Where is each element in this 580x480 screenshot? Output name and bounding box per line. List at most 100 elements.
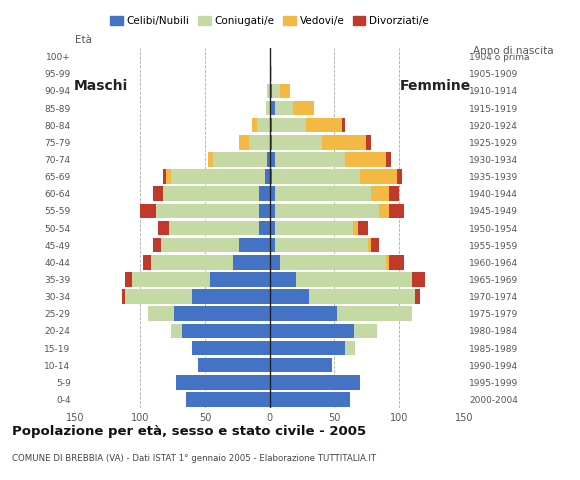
Bar (275, 221, 353, 235)
Bar (379, 204, 389, 218)
Bar (275, 204, 379, 218)
Bar (280, 255, 386, 270)
Text: Femmine: Femmine (400, 79, 471, 93)
Bar (270, 101, 275, 115)
Legend: Celibi/Nubili, Coniugati/e, Vedovi/e, Divorziati/e: Celibi/Nubili, Coniugati/e, Vedovi/e, Di… (106, 12, 433, 30)
Bar (270, 255, 280, 270)
Bar (270, 84, 272, 98)
Bar (259, 204, 270, 218)
Bar (270, 169, 272, 184)
Bar (272, 118, 306, 132)
Bar (270, 272, 296, 287)
Bar (164, 186, 259, 201)
Bar (270, 341, 345, 355)
Bar (210, 272, 270, 287)
Bar (345, 341, 355, 355)
Bar (143, 255, 151, 270)
Text: Età: Età (75, 35, 92, 45)
Bar (151, 255, 233, 270)
Bar (182, 324, 270, 338)
Bar (192, 341, 270, 355)
Bar (186, 392, 270, 407)
Bar (198, 358, 270, 372)
Bar (161, 238, 238, 252)
Bar (293, 101, 314, 115)
Bar (176, 375, 270, 390)
Bar (122, 289, 125, 304)
Bar (386, 255, 389, 270)
Bar (309, 289, 415, 304)
Bar (371, 186, 389, 201)
Bar (358, 221, 368, 235)
Bar (270, 375, 360, 390)
Bar (389, 255, 404, 270)
Text: Popolazione per età, sesso e stato civile - 2005: Popolazione per età, sesso e stato civil… (12, 425, 366, 438)
Bar (280, 84, 291, 98)
Bar (259, 221, 270, 235)
Bar (270, 324, 354, 338)
Bar (270, 152, 275, 167)
Bar (153, 238, 161, 252)
Bar (389, 186, 399, 201)
Bar (213, 152, 267, 167)
Bar (270, 135, 272, 150)
Bar (365, 135, 371, 150)
Bar (337, 306, 412, 321)
Bar (386, 152, 392, 167)
Bar (166, 169, 171, 184)
Bar (148, 306, 174, 321)
Bar (252, 118, 257, 132)
Bar (270, 392, 350, 407)
Bar (238, 135, 249, 150)
Bar (158, 221, 169, 235)
Bar (270, 221, 275, 235)
Bar (270, 204, 275, 218)
Bar (397, 169, 402, 184)
Bar (270, 186, 275, 201)
Bar (275, 101, 293, 115)
Bar (171, 169, 264, 184)
Bar (272, 84, 280, 98)
Bar (264, 169, 270, 184)
Bar (270, 358, 332, 372)
Text: Anno di nascita: Anno di nascita (473, 46, 553, 56)
Bar (342, 118, 345, 132)
Bar (208, 152, 213, 167)
Bar (266, 101, 270, 115)
Bar (140, 204, 155, 218)
Bar (164, 169, 166, 184)
Bar (259, 186, 270, 201)
Bar (125, 289, 192, 304)
Bar (132, 272, 210, 287)
Bar (155, 204, 259, 218)
Bar (192, 289, 270, 304)
Bar (389, 204, 404, 218)
Bar (353, 221, 358, 235)
Bar (249, 135, 270, 150)
Bar (345, 152, 386, 167)
Bar (267, 84, 270, 98)
Bar (174, 306, 270, 321)
Bar (415, 289, 420, 304)
Bar (270, 238, 275, 252)
Bar (238, 238, 270, 252)
Bar (233, 255, 270, 270)
Bar (296, 272, 412, 287)
Bar (270, 118, 272, 132)
Text: Maschi: Maschi (74, 79, 128, 93)
Bar (368, 238, 371, 252)
Bar (412, 272, 425, 287)
Bar (270, 289, 309, 304)
Bar (267, 152, 270, 167)
Bar (275, 238, 368, 252)
Bar (125, 272, 132, 287)
Bar (321, 135, 365, 150)
Text: COMUNE DI BREBBIA (VA) - Dati ISTAT 1° gennaio 2005 - Elaborazione TUTTITALIA.IT: COMUNE DI BREBBIA (VA) - Dati ISTAT 1° g… (12, 454, 376, 463)
Bar (354, 324, 377, 338)
Bar (272, 169, 360, 184)
Bar (371, 238, 379, 252)
Bar (275, 186, 371, 201)
Bar (275, 152, 345, 167)
Bar (257, 118, 270, 132)
Bar (360, 169, 397, 184)
